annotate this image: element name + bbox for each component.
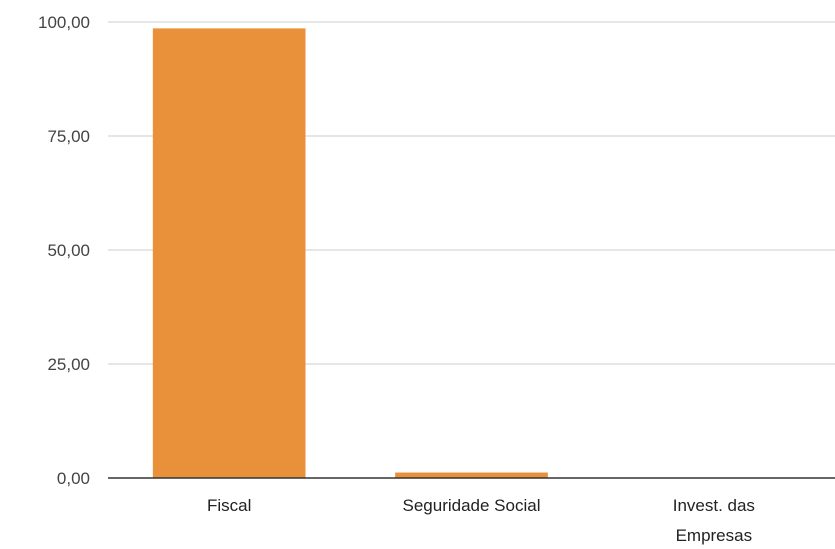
y-tick-label: 50,00 [47, 241, 90, 260]
y-tick-label: 25,00 [47, 355, 90, 374]
y-axis-tick-labels: 0,00 25,00 50,00 75,00 100,00 [38, 13, 90, 488]
x-category-label: Empresas [676, 526, 753, 545]
bar [395, 472, 548, 478]
x-category-label: Seguridade Social [403, 496, 541, 515]
x-axis-category-labels: Fiscal Seguridade Social Invest. das Empres… [207, 496, 755, 545]
x-category-label: Fiscal [207, 496, 251, 515]
y-tick-label: 100,00 [38, 13, 90, 32]
bar [152, 28, 306, 478]
y-tick-label: 0,00 [57, 469, 90, 488]
x-category-label: Invest. das [673, 496, 755, 515]
bars [152, 28, 548, 478]
y-tick-label: 75,00 [47, 127, 90, 146]
